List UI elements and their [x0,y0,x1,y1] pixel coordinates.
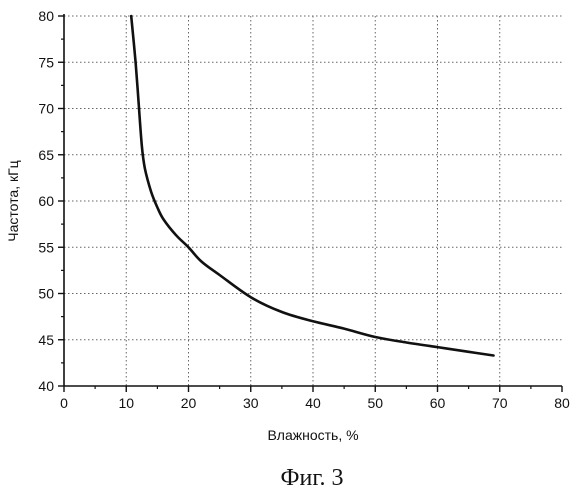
y-tick-label: 65 [38,147,54,163]
y-tick-label: 70 [38,101,54,117]
x-tick-label: 70 [492,395,508,411]
x-tick-label: 10 [118,395,134,411]
x-tick-label: 0 [60,395,68,411]
y-tick-label: 60 [38,193,54,209]
x-tick-label: 50 [367,395,383,411]
series-layer [131,16,493,356]
series-line-0 [131,16,493,356]
y-tick-label: 75 [38,54,54,70]
figure-caption: Фиг. 3 [281,465,344,491]
x-tick-label: 30 [243,395,259,411]
x-tick-label: 40 [305,395,321,411]
x-tick-label: 60 [430,395,446,411]
y-tick-label: 45 [38,332,54,348]
y-tick-label: 80 [38,8,54,24]
y-tick-label: 55 [38,239,54,255]
x-tick-label: 20 [181,395,197,411]
y-axis-title: Частота, кГц [5,160,21,241]
y-tick-label: 40 [38,378,54,394]
y-tick-label: 50 [38,286,54,302]
x-axis-title: Влажность, % [267,427,358,443]
ticks: 0 10 20 30 40 50 60 70 80 40 45 50 55 60 65 70 75 80 [38,8,570,411]
grid [64,16,562,386]
x-tick-label: 80 [554,395,570,411]
